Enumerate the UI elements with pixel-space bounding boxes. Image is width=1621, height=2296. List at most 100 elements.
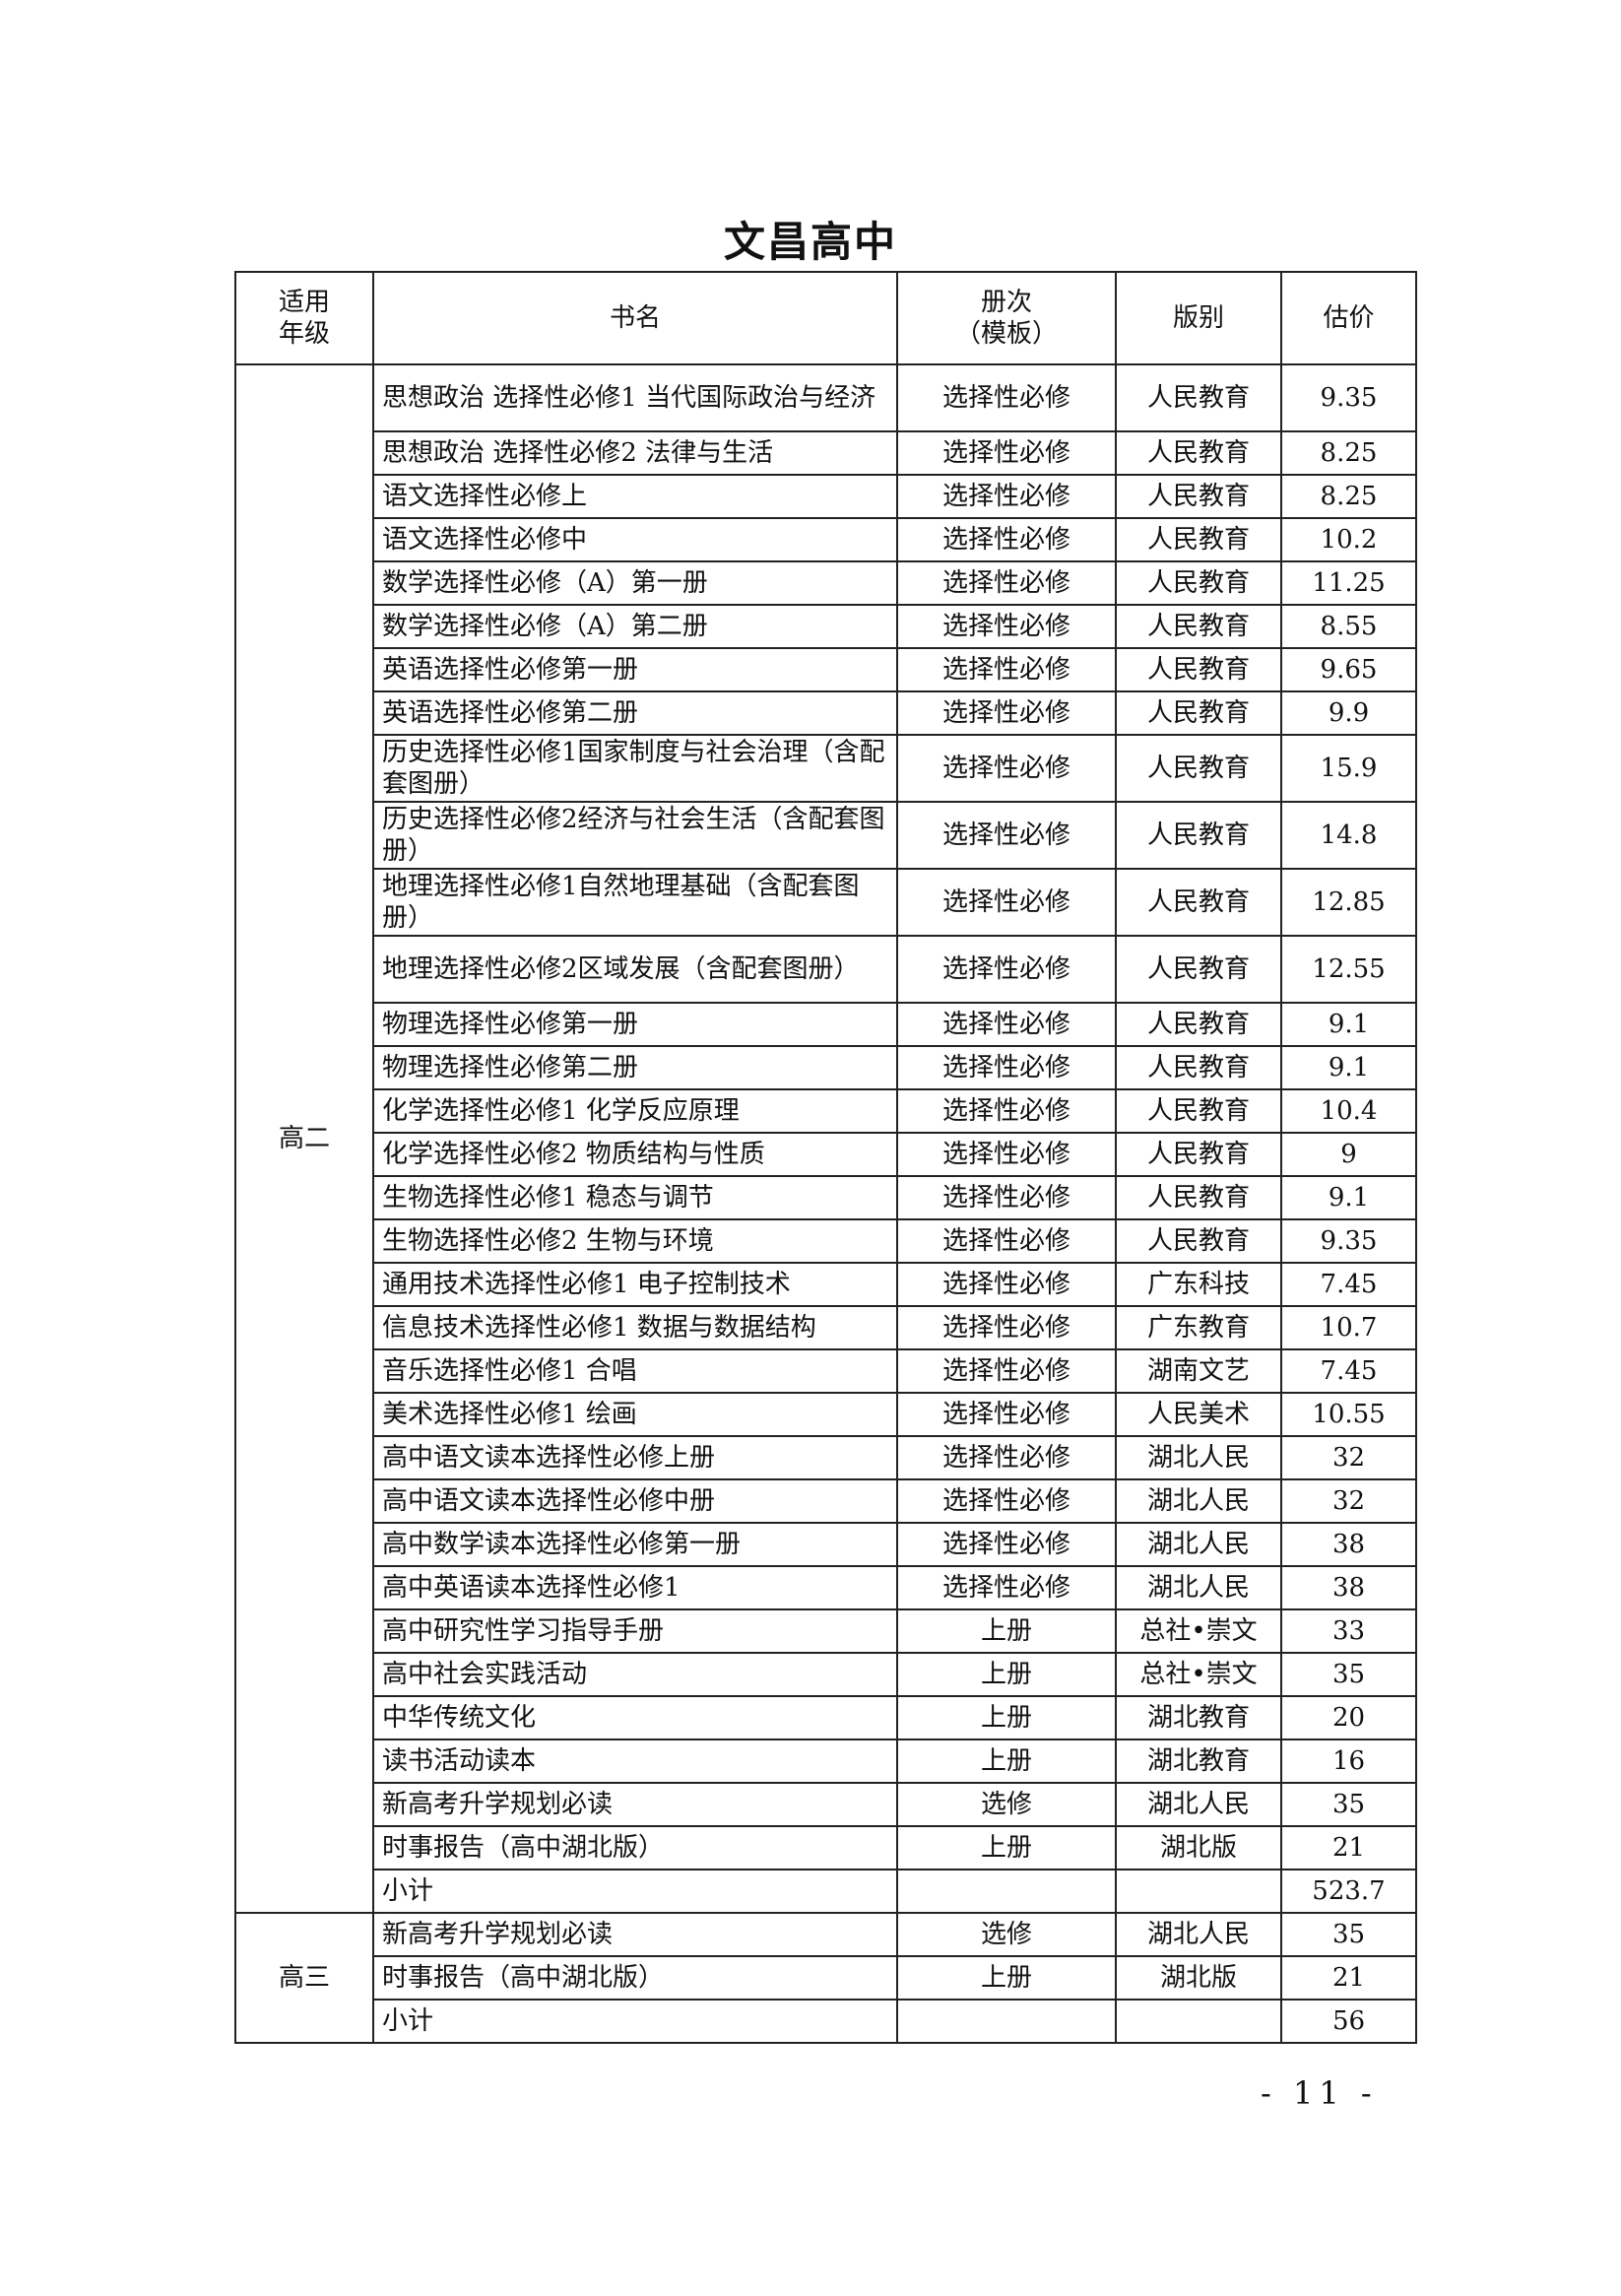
book-name-cell: 时事报告（高中湖北版） [372,1955,898,2001]
table-row: 高三 新高考升学规划必读 选修 湖北人民 35 [234,1912,1417,2044]
header-price: 估价 [1280,271,1417,365]
price-cell: 16 [1280,1738,1417,1784]
volume-cell: 上册 [896,1955,1117,2001]
price-cell: 523.7 [1280,1869,1417,1914]
price-cell: 35 [1280,1652,1417,1697]
edition-cell: 总社•崇文 [1115,1652,1282,1697]
book-name-cell: 高中社会实践活动 [372,1652,898,1697]
volume-cell: 选择性必修 [896,1175,1117,1220]
price-cell: 9 [1280,1132,1417,1177]
edition-cell: 人民教育 [1115,1218,1282,1264]
volume-cell: 选择性必修 [896,1262,1117,1307]
book-name-cell: 思想政治 选择性必修2 法律与生活 [372,430,898,476]
volume-cell: 选择性必修 [896,604,1117,649]
table-row: 美术选择性必修1 绘画 选择性必修 人民美术 10.55 [235,1392,1417,1437]
volume-cell: 选择性必修 [896,935,1117,1004]
edition-cell: 人民教育 [1115,517,1282,562]
price-cell: 7.45 [1280,1348,1417,1394]
book-name-cell: 新高考升学规划必读 [372,1912,898,1957]
book-name-cell: 高中研究性学习指导手册 [372,1608,898,1654]
edition-cell: 人民教育 [1115,474,1282,519]
edition-cell: 广东教育 [1115,1305,1282,1350]
price-cell: 32 [1280,1478,1417,1524]
table-row: 语文选择性必修上 选择性必修 人民教育 8.25 [235,474,1417,519]
price-cell: 9.35 [1280,1218,1417,1264]
edition-cell: 总社•崇文 [1115,1608,1282,1654]
subtotal-row: 小计 523.7 [235,1869,1417,1914]
table-row: 数学选择性必修（A）第二册 选择性必修 人民教育 8.55 [235,604,1417,649]
edition-cell: 广东科技 [1115,1262,1282,1307]
table-row: 信息技术选择性必修1 数据与数据结构 选择性必修 广东教育 10.7 [235,1305,1417,1350]
book-name-cell: 时事报告（高中湖北版） [372,1825,898,1870]
page-title: 文昌高中 [723,218,897,266]
table-row: 高二 思想政治 选择性必修1 当代国际政治与经济 选择性必修 人民教育 9.35 [234,363,1417,1914]
edition-cell: 湖北人民 [1115,1912,1282,1957]
volume-cell: 上册 [896,1738,1117,1784]
edition-cell: 湖北人民 [1115,1435,1282,1480]
edition-cell: 湖北人民 [1115,1522,1282,1567]
price-cell: 32 [1280,1435,1417,1480]
table-row: 思想政治 选择性必修2 法律与生活 选择性必修 人民教育 8.25 [235,430,1417,476]
price-cell: 33 [1280,1608,1417,1654]
table-row: 物理选择性必修第一册 选择性必修 人民教育 9.1 [235,1002,1417,1047]
book-name-cell: 英语选择性必修第二册 [372,690,898,736]
volume-cell: 选择性必修 [896,690,1117,736]
price-cell: 38 [1280,1565,1417,1610]
edition-cell: 人民教育 [1115,1175,1282,1220]
volume-cell: 选择性必修 [896,1002,1117,1047]
book-name-cell: 语文选择性必修中 [372,517,898,562]
page-number: - 11 - [1261,2074,1378,2112]
table-row: 英语选择性必修第一册 选择性必修 人民教育 9.65 [235,647,1417,692]
volume-cell: 选择性必修 [896,1088,1117,1134]
book-name-cell: 中华传统文化 [372,1695,898,1740]
edition-cell [1115,1999,1282,2044]
volume-cell [896,1869,1117,1914]
volume-cell: 选择性必修 [896,1305,1117,1350]
price-cell: 38 [1280,1522,1417,1567]
book-name-cell: 高中英语读本选择性必修1 [372,1565,898,1610]
table-row: 生物选择性必修1 稳态与调节 选择性必修 人民教育 9.1 [235,1175,1417,1220]
edition-cell: 人民教育 [1115,1088,1282,1134]
price-cell: 9.1 [1280,1045,1417,1090]
header-grade: 适用 年级 [234,271,374,365]
textbook-table: 适用 年级 书名 册次 （模板） 版别 估价 高二 思想政治 选择性必修1 当代国… [234,271,1417,2044]
table-row: 高中社会实践活动 上册 总社•崇文 35 [235,1652,1417,1697]
table-row: 数学选择性必修（A）第一册 选择性必修 人民教育 11.25 [235,560,1417,606]
book-name-cell: 物理选择性必修第二册 [372,1045,898,1090]
book-name-cell: 小计 [372,1999,898,2044]
volume-cell: 选择性必修 [896,363,1117,432]
book-name-cell: 新高考升学规划必读 [372,1782,898,1827]
book-name-cell: 英语选择性必修第一册 [372,647,898,692]
table-row: 时事报告（高中湖北版） 上册 湖北版 21 [235,1955,1417,2001]
volume-cell: 选择性必修 [896,1565,1117,1610]
table-row: 高中研究性学习指导手册 上册 总社•崇文 33 [235,1608,1417,1654]
volume-cell: 选修 [896,1782,1117,1827]
edition-cell: 人民教育 [1115,560,1282,606]
book-name-cell: 生物选择性必修1 稳态与调节 [372,1175,898,1220]
table-header-row: 适用 年级 书名 册次 （模板） 版别 估价 [234,271,1417,365]
table-row: 物理选择性必修第二册 选择性必修 人民教育 9.1 [235,1045,1417,1090]
price-cell: 10.2 [1280,517,1417,562]
edition-cell [1115,1869,1282,1914]
volume-cell: 选择性必修 [896,868,1117,937]
volume-cell: 上册 [896,1652,1117,1697]
price-cell: 10.4 [1280,1088,1417,1134]
grade-cell: 高二 [234,363,374,1914]
price-cell: 15.9 [1280,734,1417,803]
table-row: 生物选择性必修2 生物与环境 选择性必修 人民教育 9.35 [235,1218,1417,1264]
edition-cell: 人民教育 [1115,1132,1282,1177]
edition-cell: 湖南文艺 [1115,1348,1282,1394]
book-name-cell: 物理选择性必修第一册 [372,1002,898,1047]
edition-cell: 人民教育 [1115,363,1282,432]
book-name-cell: 语文选择性必修上 [372,474,898,519]
edition-cell: 人民教育 [1115,430,1282,476]
edition-cell: 湖北教育 [1115,1738,1282,1784]
volume-cell: 选择性必修 [896,517,1117,562]
edition-cell: 人民美术 [1115,1392,1282,1437]
edition-cell: 湖北人民 [1115,1478,1282,1524]
price-cell: 9.1 [1280,1175,1417,1220]
table-row: 中华传统文化 上册 湖北教育 20 [235,1695,1417,1740]
volume-cell: 选择性必修 [896,474,1117,519]
book-name-cell: 历史选择性必修1国家制度与社会治理（含配套图册） [372,734,898,803]
volume-cell: 选择性必修 [896,1045,1117,1090]
